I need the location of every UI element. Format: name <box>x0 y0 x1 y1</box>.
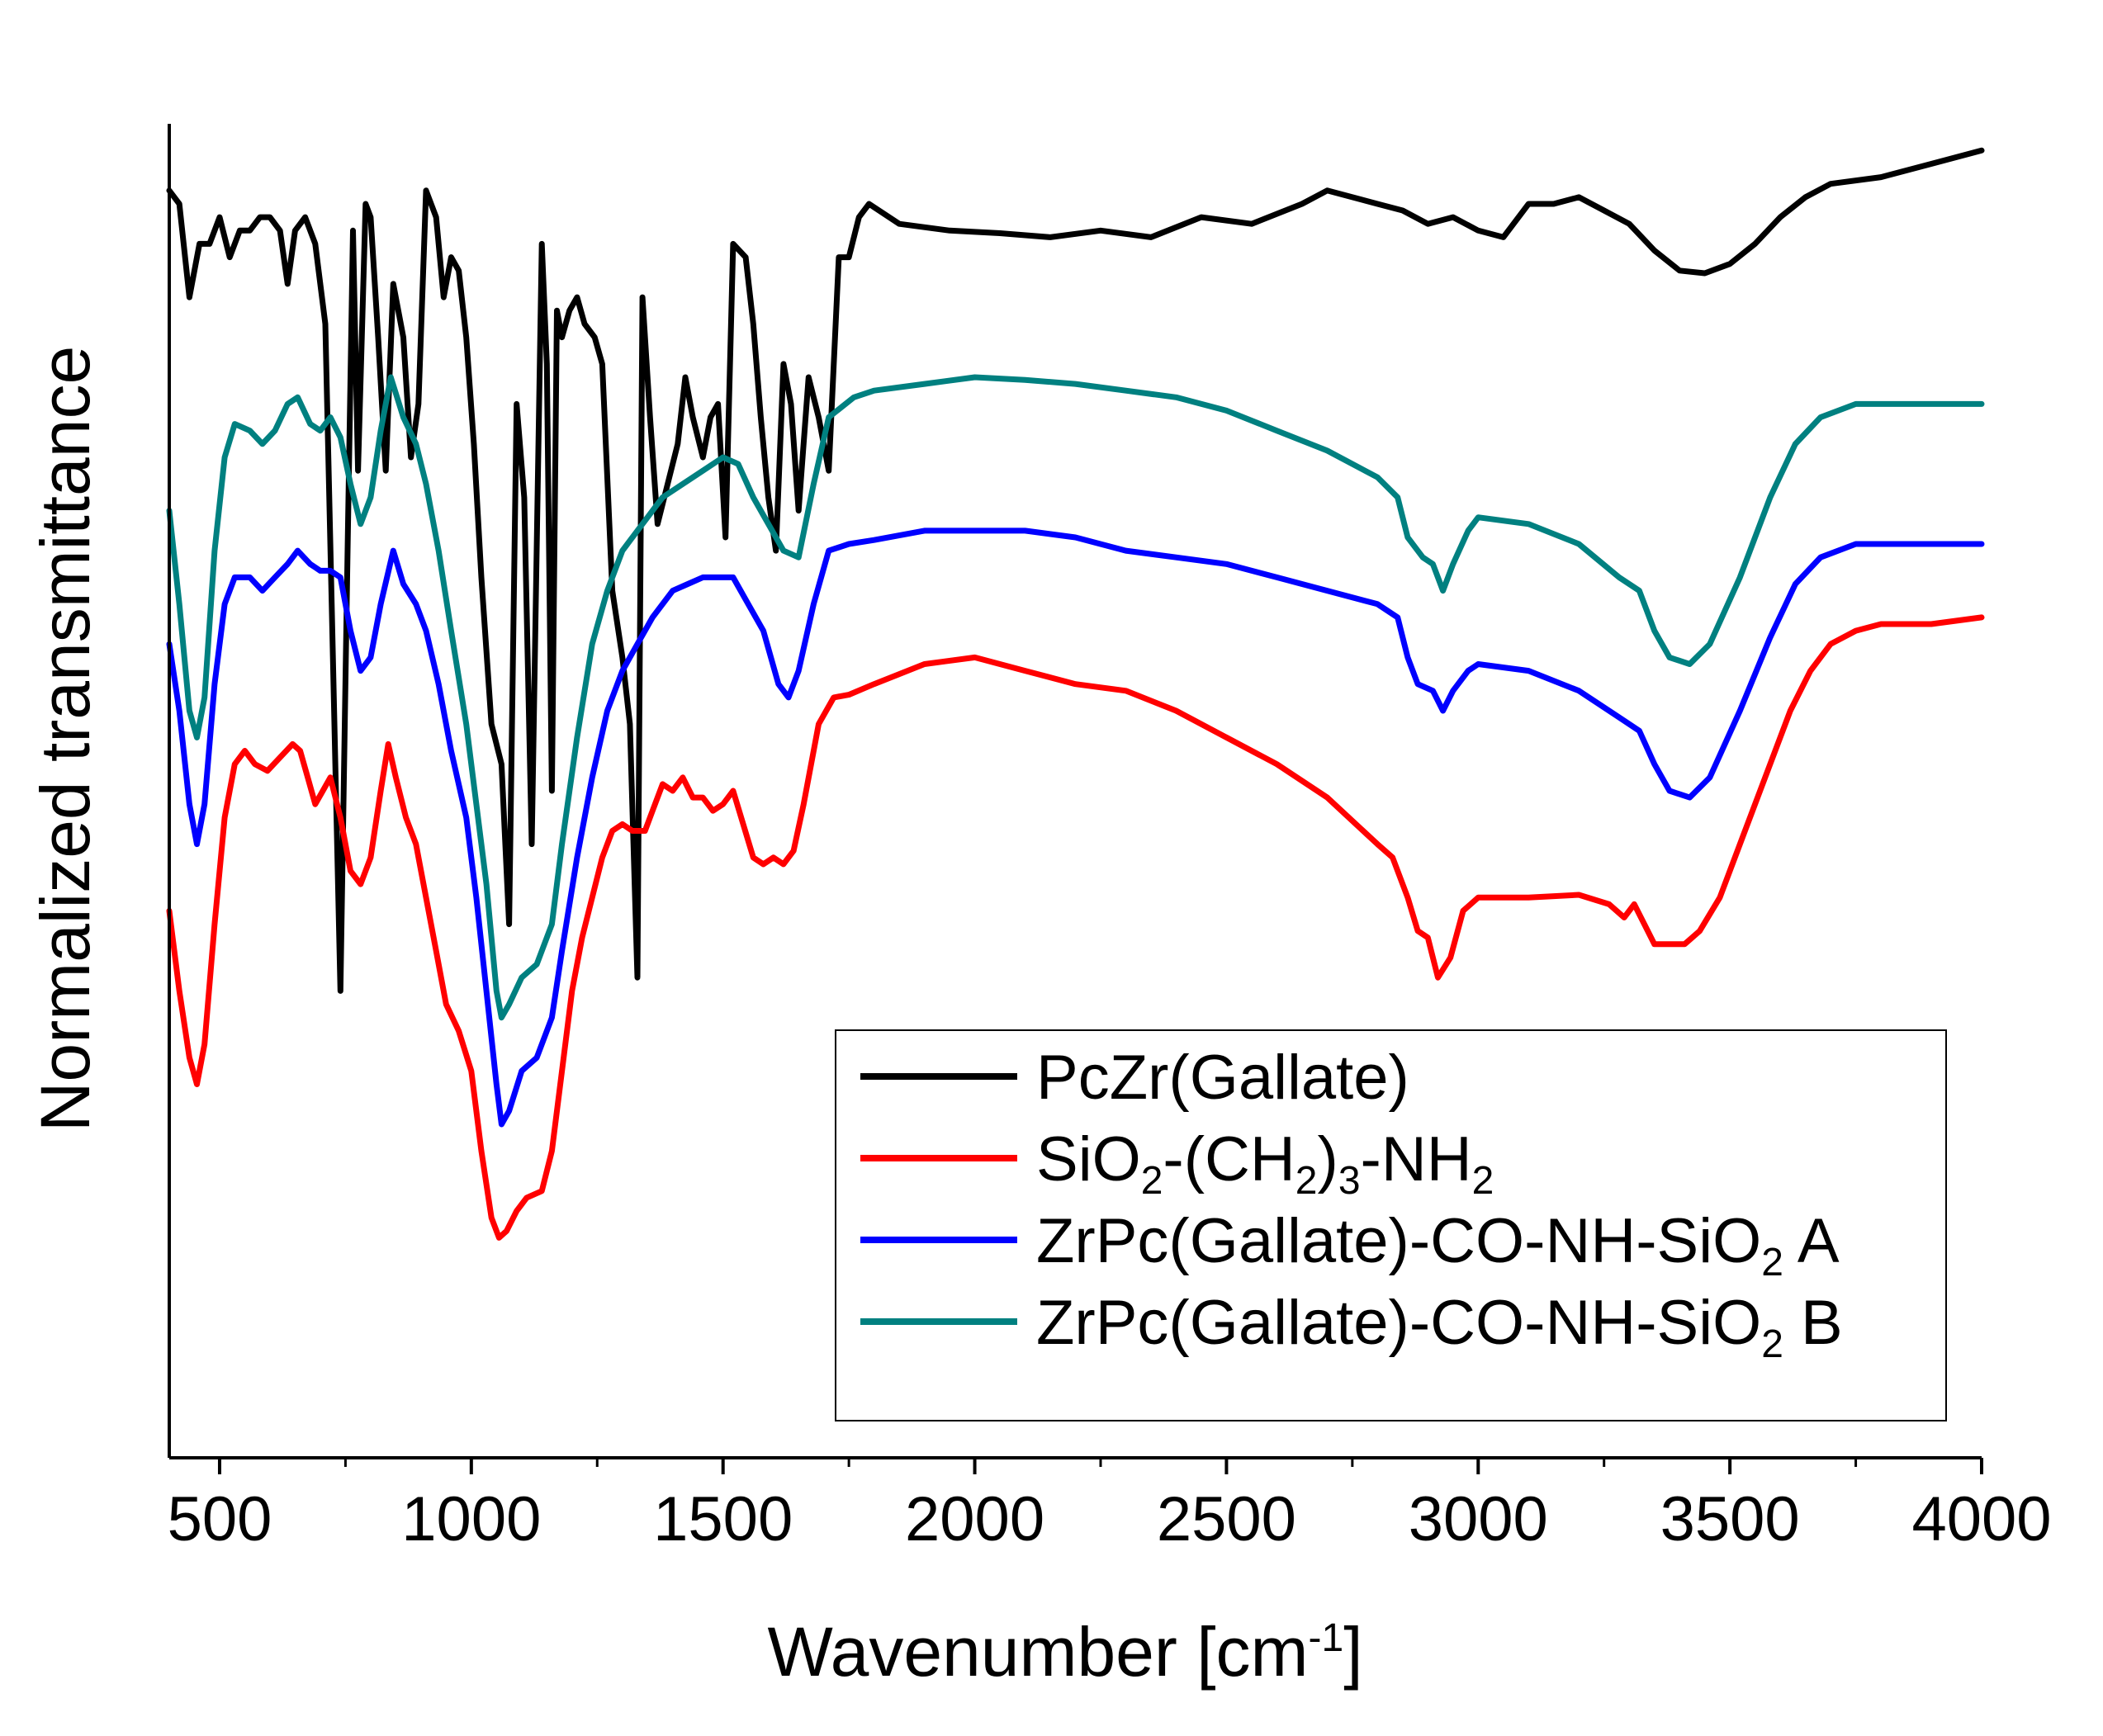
plot-lines <box>166 147 1985 1241</box>
legend-label-part: PcZr(Gallate) <box>1036 1043 1409 1113</box>
legend-label-part: ZrPc(Gallate)-CO-NH-SiO <box>1036 1288 1761 1358</box>
legend-label-part: -(CH <box>1163 1124 1295 1194</box>
legend-label: ZrPc(Gallate)-CO-NH-SiO2 B <box>1036 1288 1843 1366</box>
x-tick-label: 1000 <box>401 1484 541 1554</box>
legend-label-part: 2 <box>1295 1159 1318 1203</box>
legend-label-part: B <box>1783 1288 1843 1358</box>
legend-label-part: 2 <box>1761 1241 1783 1284</box>
x-ticks: 500 1000 1500 2000 2500 3000 3500 4000 <box>168 1458 2052 1554</box>
legend-label-part: ) <box>1318 1124 1338 1194</box>
legend-label-part: SiO <box>1036 1124 1141 1194</box>
legend-box <box>835 1029 1947 1421</box>
x-tick-label: 4000 <box>1911 1484 2051 1554</box>
x-tick-label: 1500 <box>653 1484 793 1554</box>
legend: PcZr(Gallate)SiO2-(CH2)3-NH2ZrPc(Gallate… <box>835 1029 1947 1421</box>
legend-label: ZrPc(Gallate)-CO-NH-SiO2 A <box>1036 1206 1840 1284</box>
x-tick-label: 3500 <box>1660 1484 1800 1554</box>
x-tick-label: 500 <box>168 1484 272 1554</box>
x-tick-label: 3000 <box>1409 1484 1548 1554</box>
series-line-4 <box>166 374 1985 1021</box>
y-axis-title: Normalized transmittance <box>26 346 104 1132</box>
x-axis-title: Wavenumber [cm-1] <box>767 1613 1362 1691</box>
series-line-3 <box>166 527 1985 1128</box>
series-line-2 <box>166 614 1985 1241</box>
x-axis-title-end: ] <box>1343 1613 1362 1691</box>
legend-label: PcZr(Gallate) <box>1036 1043 1409 1113</box>
legend-label-part: 2 <box>1472 1159 1494 1203</box>
x-tick-label: 2500 <box>1157 1484 1296 1554</box>
series-line-1 <box>166 147 1985 994</box>
legend-label-part: 2 <box>1761 1322 1783 1366</box>
x-axis-title-main: Wavenumber [cm <box>767 1613 1308 1691</box>
x-axis-title-superscript: -1 <box>1309 1616 1344 1660</box>
x-tick-label: 2000 <box>905 1484 1044 1554</box>
legend-label-part: A <box>1783 1206 1840 1276</box>
legend-label-part: 2 <box>1141 1159 1163 1203</box>
legend-label: SiO2-(CH2)3-NH2 <box>1036 1124 1494 1203</box>
legend-label-part: 3 <box>1338 1159 1361 1203</box>
legend-label-part: -NH <box>1361 1124 1472 1194</box>
legend-items: PcZr(Gallate)SiO2-(CH2)3-NH2ZrPc(Gallate… <box>860 1043 1843 1366</box>
legend-label-part: ZrPc(Gallate)-CO-NH-SiO <box>1036 1206 1761 1276</box>
